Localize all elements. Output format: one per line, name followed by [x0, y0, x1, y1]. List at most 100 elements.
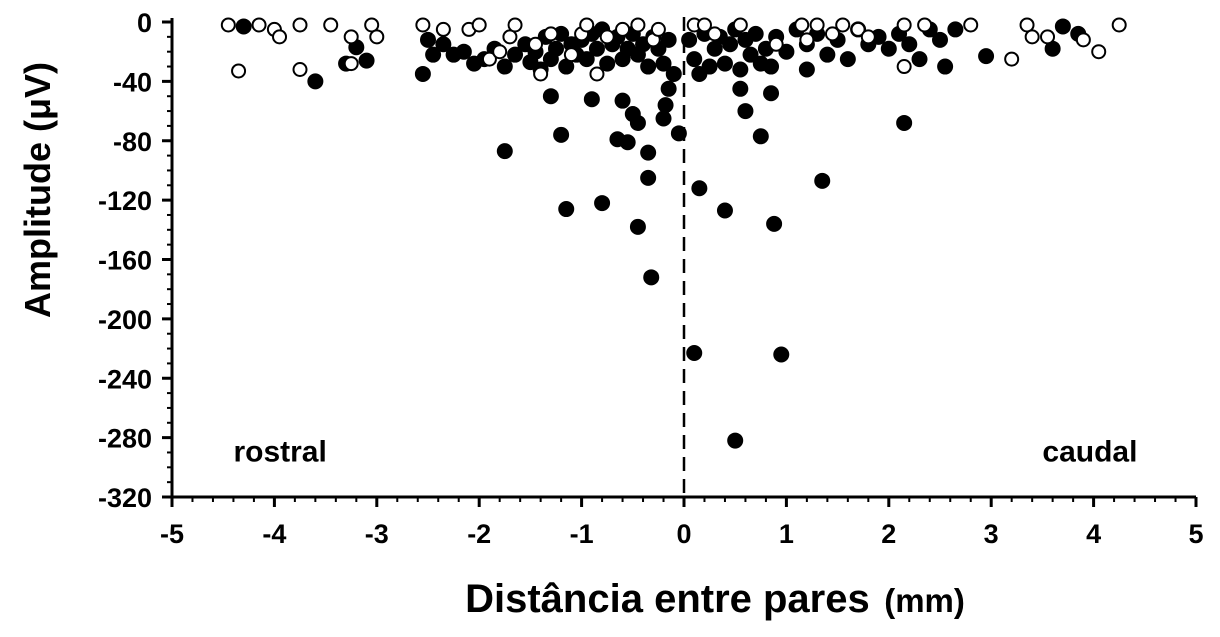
axis-tick-labels: -5 -4 -3 -2 -1 0 1 2 3 4 5 0 -40 -80 -120 -160 -200 -240 -…	[98, 8, 1204, 549]
data-point-filled	[655, 110, 672, 127]
data-point-filled	[657, 97, 674, 114]
data-point-filled	[752, 128, 769, 145]
data-point-open	[272, 29, 288, 45]
data-point-filled	[558, 201, 575, 218]
data-point-open	[615, 21, 631, 37]
data-point-filled	[425, 46, 442, 63]
data-point-filled	[496, 58, 513, 75]
data-point-open	[415, 17, 431, 33]
data-points	[220, 17, 1127, 449]
data-point-open	[896, 17, 912, 33]
y-tick-label: -40	[113, 67, 152, 97]
data-point-filled	[901, 36, 918, 53]
x-axis-unit: (mm)	[884, 582, 965, 619]
data-point-filled	[932, 31, 948, 48]
data-point-open	[860, 29, 876, 45]
data-point-open	[850, 21, 866, 37]
data-point-filled	[553, 126, 570, 143]
data-point-open	[809, 17, 825, 33]
data-point-open	[1111, 17, 1127, 33]
data-point-open	[543, 26, 559, 42]
y-tick-label: -160	[98, 246, 152, 276]
axis-ticks	[162, 20, 1198, 507]
data-point-filled	[655, 55, 672, 72]
y-axis-label: Amplitude (μV)	[17, 62, 58, 318]
annotation-caudal: caudal	[1042, 435, 1137, 468]
data-point-filled	[773, 346, 790, 363]
data-point-filled	[594, 195, 611, 212]
data-point-open	[481, 51, 497, 67]
x-tick-label: 3	[984, 519, 999, 549]
data-point-open	[323, 17, 339, 33]
data-point-open	[707, 26, 723, 42]
data-point-filled	[681, 31, 698, 48]
x-tick-label: -2	[467, 519, 491, 549]
data-point-filled	[722, 36, 739, 53]
data-point-filled	[665, 65, 682, 82]
data-point-filled	[307, 73, 324, 90]
data-point-filled	[732, 80, 749, 97]
data-point-filled	[640, 58, 657, 75]
data-point-filled	[814, 172, 831, 189]
data-point-filled	[496, 143, 513, 160]
data-point-filled	[640, 144, 657, 161]
data-point-open	[507, 17, 523, 33]
data-point-open	[533, 66, 549, 82]
data-point-open	[1004, 51, 1020, 67]
data-point-open	[492, 44, 508, 60]
data-point-open	[824, 26, 840, 42]
data-point-filled	[947, 21, 964, 38]
x-tick-label: -3	[365, 519, 389, 549]
data-point-filled	[978, 48, 995, 65]
data-point-filled	[1054, 18, 1071, 35]
y-tick-label: -320	[98, 483, 152, 513]
data-point-filled	[629, 114, 646, 131]
data-point-filled	[747, 25, 764, 42]
data-point-open	[435, 21, 451, 37]
x-tick-label: 1	[779, 519, 794, 549]
data-point-filled	[911, 51, 928, 68]
data-point-filled	[583, 91, 600, 108]
data-point-open	[343, 29, 359, 45]
data-point-open	[696, 17, 712, 33]
data-point-open	[1024, 29, 1040, 45]
data-point-filled	[880, 40, 897, 57]
data-point-filled	[732, 61, 749, 78]
data-point-open	[292, 62, 308, 77]
data-point-filled	[614, 92, 631, 109]
data-point-filled	[640, 169, 657, 186]
x-axis-label: Distância entre pares	[465, 577, 870, 621]
data-point-filled	[691, 180, 708, 197]
x-axis-label-group: Distância entre pares (mm)	[465, 577, 965, 621]
data-point-open	[835, 17, 851, 33]
data-point-open	[630, 17, 646, 33]
data-point-open	[343, 56, 359, 72]
data-point-filled	[727, 432, 744, 449]
data-point-filled	[588, 40, 605, 57]
data-point-open	[794, 17, 810, 33]
data-point-filled	[629, 218, 646, 235]
y-tick-label: -240	[98, 364, 152, 394]
data-point-open	[896, 59, 912, 75]
data-point-filled	[701, 58, 718, 75]
data-point-open	[650, 21, 666, 37]
data-point-open	[231, 63, 247, 79]
x-tick-label: -4	[262, 519, 286, 549]
data-point-filled	[420, 31, 436, 48]
data-point-filled	[660, 31, 677, 48]
data-point-open	[1091, 44, 1107, 60]
data-point-open	[292, 17, 308, 33]
data-point-open	[917, 17, 933, 33]
data-point-open	[220, 17, 236, 33]
data-point-filled	[766, 215, 783, 232]
y-tick-label: -120	[98, 186, 152, 216]
data-point-open	[579, 17, 595, 33]
data-point-filled	[599, 55, 616, 72]
data-point-filled	[896, 114, 913, 131]
data-point-open	[563, 47, 579, 63]
data-point-open	[471, 17, 487, 33]
data-point-open	[732, 17, 748, 33]
data-point-filled	[819, 46, 836, 63]
data-point-open	[369, 29, 385, 45]
x-tick-label: 4	[1086, 519, 1101, 549]
